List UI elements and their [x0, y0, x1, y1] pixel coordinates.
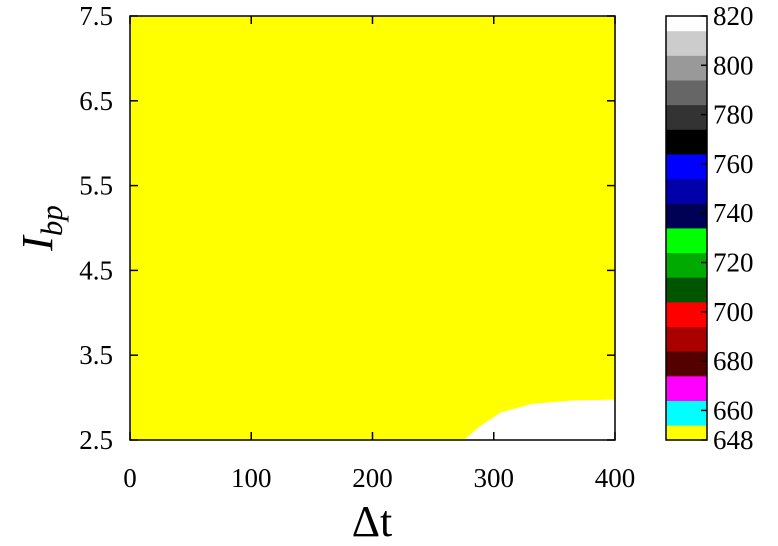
colorbar-swatch	[666, 104, 707, 130]
x-tick-label: 0	[123, 463, 137, 493]
colorbar-swatch	[666, 400, 707, 426]
colorbar-swatch	[666, 55, 707, 81]
x-axis-ticks	[129, 16, 616, 440]
colorbar-swatches	[666, 16, 707, 441]
y-axis-title: Ibp	[13, 205, 69, 252]
x-tick-label: 400	[595, 463, 636, 493]
colorbar-swatch	[666, 425, 707, 441]
x-tick-label: 200	[352, 463, 393, 493]
colorbar-tick-label: 648	[713, 425, 754, 455]
y-tick-label: 4.5	[79, 255, 113, 285]
y-tick-label: 3.5	[79, 340, 113, 370]
colorbar-swatch	[666, 228, 707, 254]
colorbar-tick-label: 700	[713, 297, 754, 327]
colorbar-swatch	[666, 30, 707, 56]
y-axis-title-base: I	[13, 234, 62, 252]
contour-band-664	[160, 16, 234, 71]
colorbar-swatch	[666, 154, 707, 180]
x-tick-label: 300	[474, 463, 515, 493]
plot-area	[129, 15, 616, 441]
y-axis-ticks	[130, 15, 615, 441]
colorbar-tick-label: 660	[713, 395, 754, 425]
y-tick-label: 7.5	[79, 1, 113, 31]
colorbar-tick-label: 680	[713, 346, 754, 376]
y-axis-title-subscript: bp	[34, 205, 69, 236]
colorbar-tick-label: 760	[713, 149, 754, 179]
colorbar-swatch	[666, 129, 707, 155]
colorbar-tick-label: 780	[713, 100, 754, 130]
colorbar-swatch	[666, 277, 707, 303]
y-axis-tick-labels: 2.5 3.5 4.5 5.5 6.5 7.5	[79, 1, 113, 455]
colorbar-swatch	[666, 178, 707, 204]
x-tick-label: 100	[231, 463, 272, 493]
colorbar-tick-label: 800	[713, 50, 754, 80]
contour-band-654	[178, 16, 211, 23]
y-tick-label: 5.5	[79, 171, 113, 201]
x-axis-tick-labels: 0 100 200 300 400	[123, 463, 635, 493]
colorbar-swatch	[666, 375, 707, 401]
colorbar-swatch	[666, 16, 707, 32]
colorbar-tick-label: 820	[713, 1, 754, 31]
colorbar-swatch	[666, 203, 707, 229]
y-tick-label: 6.5	[79, 86, 113, 116]
colorbar-ticks	[701, 15, 707, 441]
colorbar-swatch	[666, 301, 707, 327]
colorbar-swatch	[666, 326, 707, 352]
colorbar-tick-label: 740	[713, 198, 754, 228]
colorbar-tick-label: 720	[713, 248, 754, 278]
contour-bands	[130, 16, 615, 440]
y-tick-label: 2.5	[79, 425, 113, 455]
colorbar-swatch	[666, 351, 707, 377]
x-axis-title: Δt	[352, 497, 393, 546]
colorbar-frame	[665, 15, 708, 441]
colorbar-swatch	[666, 80, 707, 106]
colorbar-swatch	[666, 252, 707, 278]
